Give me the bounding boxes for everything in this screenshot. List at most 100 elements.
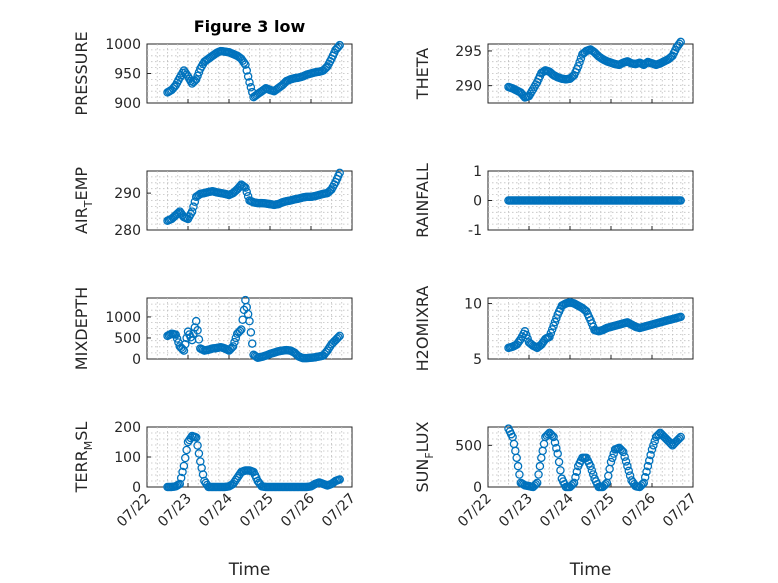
data-point [553,449,562,458]
data-point [172,209,182,219]
data-point [187,207,197,216]
y-tick-label: 0 [473,194,482,210]
x-axis-label: Time [228,560,271,580]
data-point [568,479,577,489]
y-tick-label: 295 [455,44,482,60]
y-tick-label: -1 [468,223,482,239]
data-point [547,431,557,440]
data-point [571,473,580,482]
data-point [649,441,658,450]
subplot-4: -1 0 1 RAINFALL [413,163,694,239]
y-axis-label: PRESSURE [72,31,91,115]
data-point [643,461,653,471]
data-point [550,317,560,327]
data-point [535,461,545,471]
data-point [193,326,202,335]
data-point [228,342,238,351]
data-point [239,58,249,67]
y-tick-label: 950 [114,67,141,83]
data-point [241,183,250,192]
data-point [599,481,609,490]
data-point [178,344,187,354]
data-point [522,330,531,340]
data-point [588,470,598,479]
data-point [601,479,610,489]
data-point [621,457,631,466]
data-point [609,449,618,458]
data-point [530,481,539,490]
data-point [194,449,204,458]
data-point [242,66,252,75]
data-point [642,467,651,476]
data-point [334,333,343,342]
y-tick-label: 1000 [105,310,141,326]
data-point [176,473,186,483]
data-point [586,461,595,471]
data-point [549,432,558,442]
subplot-5: 0 500 1000 MIXDEPTH [72,287,353,370]
data-point [567,481,576,490]
data-point [676,432,685,442]
data-point [620,452,629,461]
data-point [676,312,685,322]
subplot-2: 290 295 THETA [413,37,694,104]
subplot-3: 280 290 AIRTEMP [72,167,353,239]
data-point [179,461,189,471]
y-tick-label: 10 [464,297,482,313]
data-point [556,466,565,475]
y-tick-label: 200 [114,420,141,436]
x-axis-label: Time [569,560,612,580]
data-point [181,340,190,349]
data-point [335,40,344,50]
data-point [673,435,683,445]
y-axis-label: H2OMIXRA [413,286,432,372]
data-point [636,481,646,490]
data-point [573,61,583,71]
data-point [554,457,564,467]
data-point [675,39,684,49]
data-point [237,325,246,334]
data-point [606,457,616,467]
data-point [640,473,650,482]
data-point [181,453,190,463]
data-point [550,438,560,447]
data-point [234,328,243,337]
y-tick-label: 1000 [105,37,141,53]
data-point [513,461,523,471]
data-point [171,330,180,339]
y-axis-label: MIXDEPTH [72,287,91,370]
data-point [241,60,250,69]
data-point [639,478,649,488]
y-axis-label: SUNFLUX [413,421,436,492]
data-point [335,475,344,484]
data-point [226,344,235,354]
y-axis-label: TERRMSL [72,422,95,494]
y-tick-label: 0 [132,480,141,496]
data-point [572,467,582,476]
y-tick-label: 500 [455,438,482,454]
data-point [334,42,343,52]
data-point [512,453,521,463]
data-point [546,328,556,338]
data-point [179,346,189,355]
data-point [193,441,202,450]
data-point [624,466,634,476]
data-point [623,461,632,471]
data-point [243,191,253,201]
data-point [320,64,329,74]
data-point [547,325,557,334]
data-point [645,456,654,465]
data-point [324,344,334,353]
data-point [568,72,577,81]
data-point [182,70,191,79]
data-point [587,466,597,475]
data-point [646,450,655,460]
data-point [190,323,200,332]
data-point [545,332,554,342]
data-point [616,444,625,454]
data-point [619,447,628,457]
y-tick-label: 0 [132,352,141,368]
y-tick-label: 290 [114,186,141,202]
